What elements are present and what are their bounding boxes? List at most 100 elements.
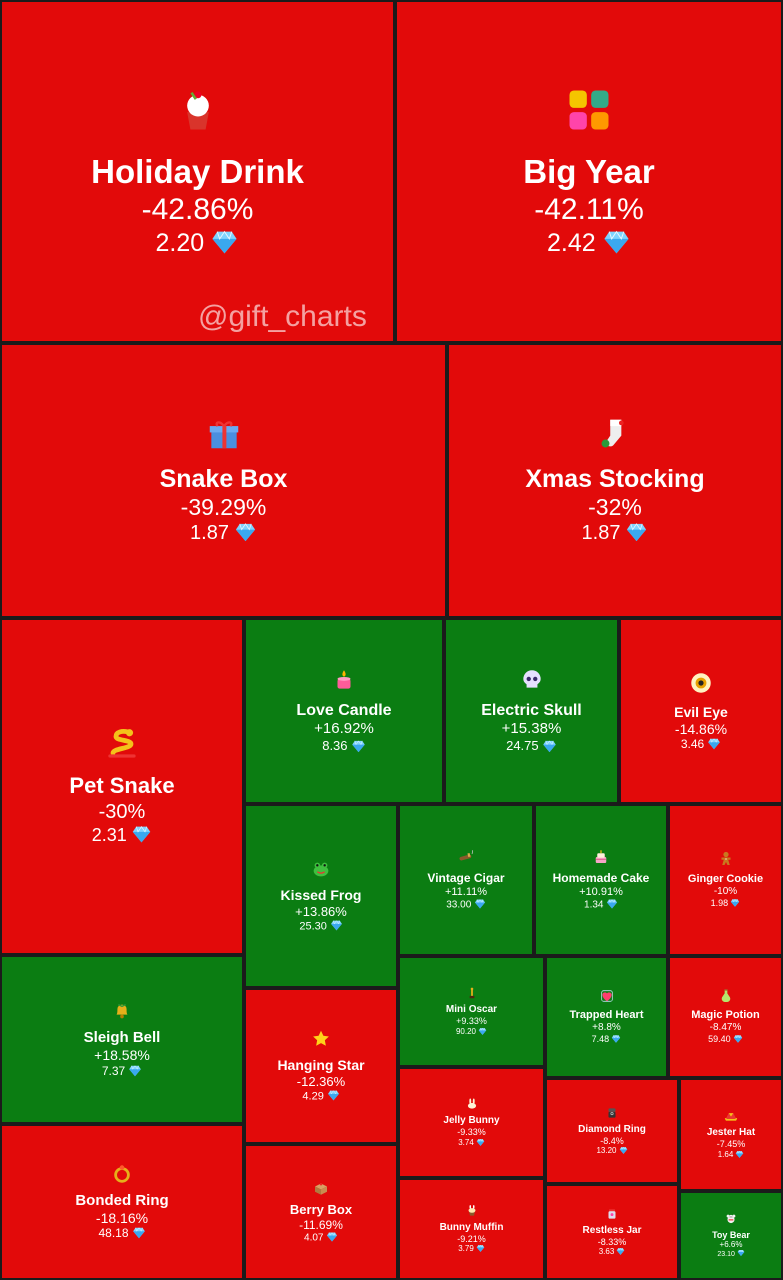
- tile-name: Sleigh Bell: [83, 1029, 161, 1047]
- tile-name: Love Candle: [296, 702, 392, 720]
- tile-price-value: 2.31: [91, 824, 127, 845]
- treemap-tile[interactable]: Hanging Star -12.36% 4.29: [244, 988, 398, 1144]
- treemap-tile[interactable]: Magic Potion -8.47% 59.40: [668, 956, 783, 1078]
- treemap-tile[interactable]: Homemade Cake +10.91% 1.34: [534, 804, 668, 956]
- tile-price-value: 8.36: [322, 738, 348, 754]
- treemap-tile[interactable]: Holiday Drink -42.86% 2.20: [0, 0, 395, 343]
- treemap-tile[interactable]: Bonded Ring -18.16% 48.18: [0, 1124, 244, 1280]
- treemap-tile[interactable]: Diamond Ring -8.4% 13.20: [545, 1078, 679, 1184]
- tile-price: 4.29: [302, 1089, 339, 1104]
- tile-name: Jelly Bunny: [443, 1115, 500, 1127]
- treemap-tile[interactable]: Toy Bear +6.6% 23.10: [679, 1191, 783, 1280]
- diamond-icon: [543, 739, 556, 752]
- diamond-icon: [731, 899, 740, 908]
- eye-icon: [691, 672, 711, 693]
- tile-price-value: 7.48: [591, 1034, 610, 1045]
- muffin-icon: [468, 1204, 475, 1216]
- diamond-icon: [708, 738, 721, 750]
- tile-price-value: 90.20: [455, 1026, 477, 1036]
- tile-change: -8.47%: [709, 1022, 742, 1034]
- tile-name: Big Year: [523, 153, 655, 191]
- tile-price: 25.30: [299, 919, 342, 934]
- tile-name: Holiday Drink: [91, 153, 304, 191]
- treemap-tile[interactable]: Bunny Muffin -9.21% 3.79: [398, 1178, 545, 1280]
- treemap-tile[interactable]: Restless Jar -8.33% 3.63: [545, 1184, 679, 1280]
- treemap-tile[interactable]: Evil Eye -14.86% 3.46: [619, 618, 783, 804]
- treemap-tile[interactable]: Sleigh Bell +18.58% 7.37: [0, 955, 244, 1124]
- tile-name: Bonded Ring: [75, 1191, 169, 1209]
- diamond-icon: [476, 1138, 485, 1146]
- treemap-tile[interactable]: Jester Hat -7.45% 1.64: [679, 1078, 783, 1191]
- diamond-icon: [132, 1227, 145, 1239]
- tile-name: Kissed Frog: [280, 887, 362, 904]
- diamond-icon: [474, 899, 485, 909]
- tile-change: -10%: [713, 886, 738, 898]
- treemap-tile[interactable]: Jelly Bunny -9.33% 3.74: [398, 1067, 545, 1178]
- bell-icon: [116, 1004, 128, 1019]
- tile-price: 24.75: [506, 738, 557, 754]
- tile-price: 59.40: [708, 1034, 743, 1045]
- tile-name: Vintage Cigar: [427, 871, 505, 886]
- tile-change: -42.86%: [141, 192, 254, 226]
- tile-price-value: 33.00: [446, 899, 472, 911]
- tile-name: Homemade Cake: [552, 871, 650, 886]
- tile-price-value: 1.64: [717, 1149, 734, 1159]
- treemap-tile[interactable]: Snake Box -39.29% 1.87: [0, 343, 447, 618]
- diamond-icon: [736, 1150, 744, 1158]
- treemap-tile[interactable]: Kissed Frog +13.86% 25.30: [244, 804, 398, 988]
- tile-price-value: 4.29: [302, 1090, 324, 1103]
- tile-price-value: 3.74: [458, 1137, 474, 1147]
- tile-change: -42.11%: [534, 192, 644, 226]
- tile-change: +8.8%: [592, 1022, 621, 1034]
- tile-price: 1.87: [582, 521, 649, 546]
- tile-price-value: 23.10: [717, 1250, 735, 1258]
- tile-name: Mini Oscar: [445, 1004, 498, 1016]
- tile-price: 2.31: [92, 824, 153, 847]
- tile-change: -39.29%: [180, 493, 267, 520]
- tile-name: Snake Box: [159, 464, 288, 493]
- cupcake-icon: [186, 91, 209, 130]
- tile-price: 3.63: [599, 1247, 626, 1257]
- tile-name: Xmas Stocking: [525, 464, 705, 493]
- tile-change: -18.16%: [95, 1209, 149, 1226]
- tile-price: 2.20: [156, 228, 240, 259]
- tile-price: 3.79: [458, 1244, 485, 1254]
- treemap-tile[interactable]: Xmas Stocking -32% 1.87: [447, 343, 783, 618]
- treemap-tile[interactable]: Pet Snake -30% 2.31: [0, 618, 244, 955]
- bunny-icon: [467, 1098, 476, 1109]
- diamond-icon: [129, 1065, 142, 1077]
- tile-name: Hanging Star: [277, 1057, 365, 1074]
- tile-name: Jester Hat: [706, 1127, 756, 1139]
- treemap-tile[interactable]: Ginger Cookie -10% 1.98: [668, 804, 783, 956]
- snake-icon: [108, 729, 136, 759]
- treemap-tile[interactable]: Big Year -42.11% 2.42: [395, 0, 783, 343]
- diamond-icon: [476, 1245, 485, 1253]
- treemap-tile[interactable]: Trapped Heart +8.8% 7.48: [545, 956, 668, 1078]
- tile-price: 7.48: [592, 1034, 622, 1045]
- tile-change: -9.33%: [457, 1127, 486, 1138]
- treemap-tile[interactable]: Love Candle +16.92% 8.36: [244, 618, 444, 804]
- tile-name: Ginger Cookie: [687, 873, 764, 886]
- diamond-icon: [606, 899, 617, 909]
- tile-price: 3.74: [458, 1138, 485, 1148]
- tile-change: +11.11%: [444, 885, 488, 898]
- diamond-icon: [352, 739, 365, 752]
- gingerbread-icon: [721, 852, 730, 866]
- potion-icon: [721, 989, 730, 1003]
- tile-price: 8.36: [322, 738, 366, 754]
- treemap-tile[interactable]: Berry Box -11.69% 4.07: [244, 1144, 398, 1280]
- tile-name: Berry Box: [289, 1201, 353, 1217]
- tile-change: +16.92%: [314, 720, 374, 738]
- tile-change: -14.86%: [674, 720, 728, 737]
- treemap-tile[interactable]: Vintage Cigar +11.11% 33.00: [398, 804, 534, 956]
- tile-price-value: 4.07: [304, 1232, 324, 1244]
- tile-price-value: 1.87: [581, 522, 621, 545]
- diamond-icon: [326, 1232, 337, 1242]
- tile-change: +18.58%: [94, 1047, 150, 1064]
- treemap-tile[interactable]: Electric Skull +15.38% 24.75: [444, 618, 619, 804]
- tile-price-value: 2.20: [155, 228, 205, 257]
- berry-box-icon: [315, 1182, 327, 1195]
- diamond-icon: [627, 523, 647, 542]
- ring-icon: [114, 1164, 130, 1183]
- treemap-tile[interactable]: Mini Oscar +9.33% 90.20: [398, 956, 545, 1067]
